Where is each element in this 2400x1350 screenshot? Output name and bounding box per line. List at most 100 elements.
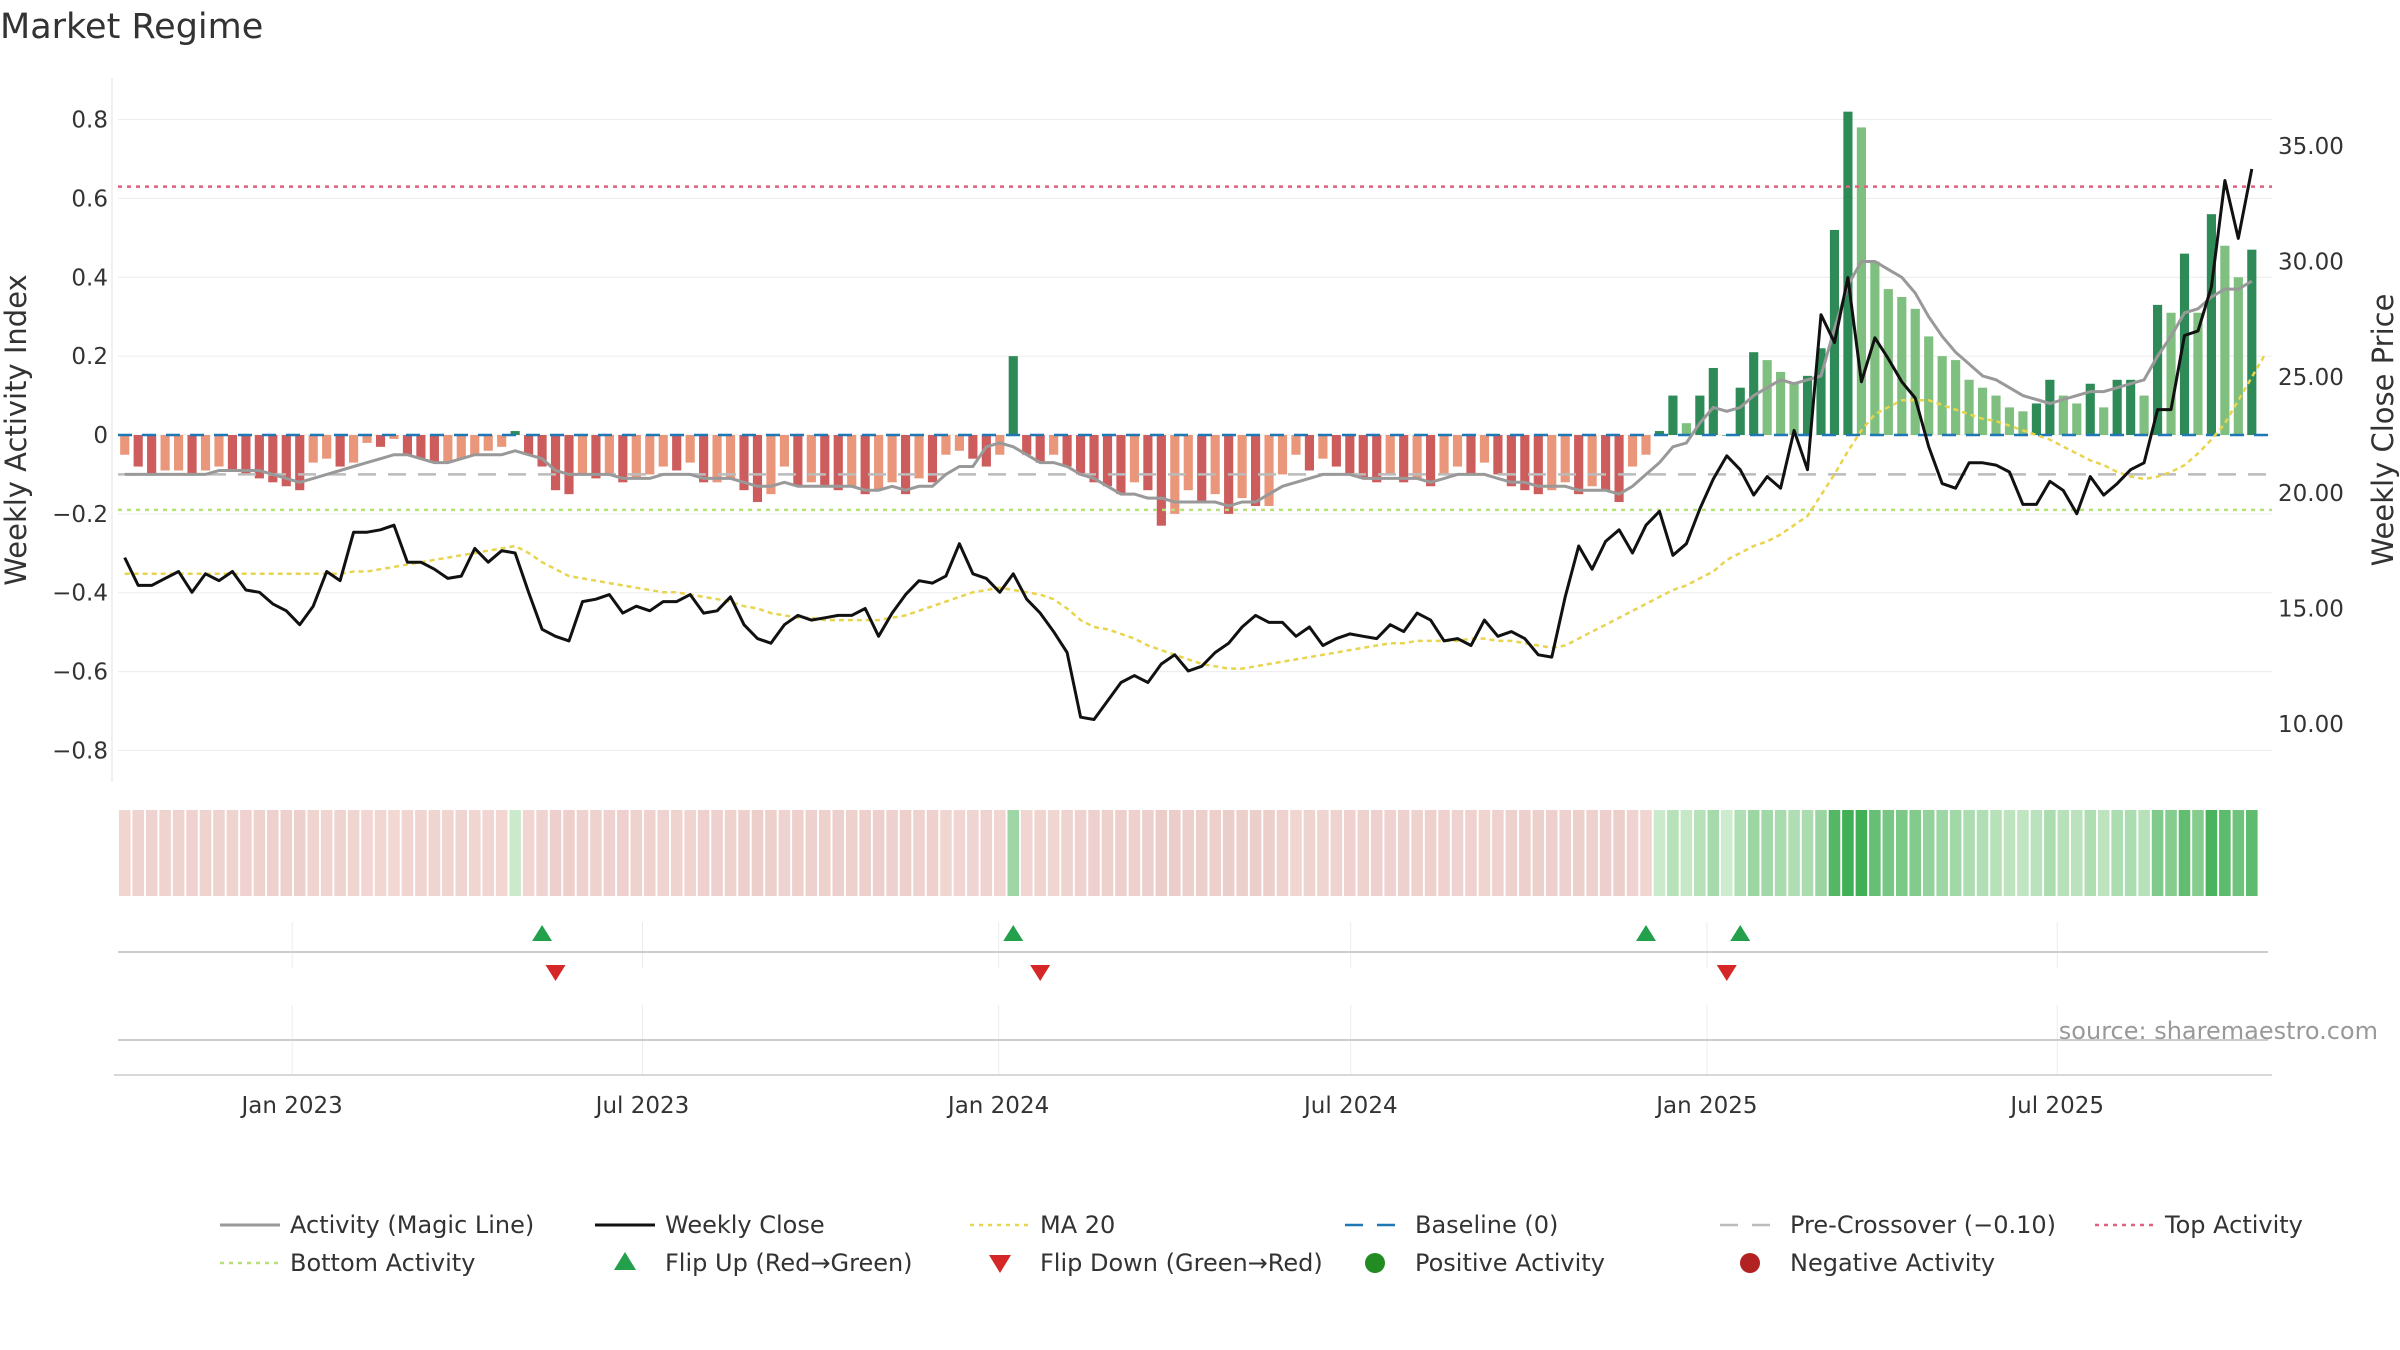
activity-bar [820,435,830,487]
legend-item[interactable]: Weekly Close [595,1211,825,1239]
regime-cell [1169,810,1181,896]
grid [118,119,2272,1075]
regime-cell [1936,810,1948,896]
regime-cell [818,810,831,896]
legend-swatch [614,1252,636,1270]
regime-cell [872,810,885,896]
regime-cell [617,810,629,896]
activity-bar [1452,435,1463,467]
legend-item[interactable]: Top Activity [2095,1211,2303,1239]
activity-bar [227,435,238,471]
activity-bar [577,435,588,475]
legend-item[interactable]: Bottom Activity [220,1249,475,1277]
legend-item[interactable]: Pre-Crossover (−0.10) [1720,1211,2056,1239]
regime-cell [994,810,1006,896]
regime-cell [778,810,791,896]
regime-cell [415,810,427,896]
regime-cell [1828,810,1841,896]
activity-bar [524,435,534,455]
regime-cell [2057,810,2070,896]
activity-bar [429,435,439,463]
flip-up-marker [1730,925,1751,941]
activity-bar [1506,435,1516,487]
activity-bar [752,435,763,503]
regime-cell [1344,810,1356,896]
regime-cell [724,810,737,896]
legend-item[interactable]: Flip Down (Green→Red) [989,1249,1323,1277]
x-axis: Jan 2023 Jul 2023 Jan 2024 Jul 2024 Jan 2025… [114,1039,2272,1119]
legend-item[interactable]: Activity (Magic Line) [220,1211,534,1239]
regime-cell [1855,810,1868,896]
activity-bar [1614,435,1624,503]
regime-cell [1478,810,1491,896]
activity-bar [1924,336,1934,435]
activity-bar [1143,435,1153,491]
regime-cell [913,810,925,896]
regime-cell [522,810,535,896]
regime-cell [1451,810,1464,896]
activity-bar [1331,435,1341,467]
activity-bar [483,435,493,451]
activity-bar [362,435,372,443]
regime-cell [1774,810,1787,896]
legend-label: Top Activity [2164,1211,2303,1239]
regime-cell [1761,810,1773,896]
activity-bar [2193,312,2203,435]
legend-label: Positive Activity [1415,1249,1605,1277]
legend-item[interactable]: Flip Up (Red→Green) [614,1249,913,1277]
activity-bar [1802,375,1813,435]
legend-item[interactable]: Positive Activity [1365,1249,1605,1277]
regime-cell [563,810,575,896]
regime-cell [1492,810,1504,896]
regime-cell [1680,810,1693,896]
regime-cell [267,810,279,896]
activity-bar [402,435,413,455]
activity-bar [1560,435,1570,483]
activity-bar [900,435,911,495]
activity-bar [2126,379,2136,435]
regime-cell [1101,810,1114,896]
activity-bar [1304,435,1315,471]
regime-cell [1559,810,1572,896]
activity-bar [497,435,507,447]
activity-bar [1587,435,1597,487]
activity-bar [1345,435,1355,475]
activity-bar [766,435,776,495]
activity-bar [860,435,870,495]
activity-bar [254,435,264,479]
legend-item[interactable]: Baseline (0) [1345,1211,1558,1239]
activity-bar [1762,360,1772,435]
activity-bar [1789,383,1799,435]
activity-bar [120,435,130,455]
legend-item[interactable]: MA 20 [970,1211,1115,1239]
regime-cell [1869,810,1881,896]
activity-bar [389,435,399,439]
flip-markers-panel [118,925,2268,981]
activity-bar [375,435,386,447]
activity-bar [1870,261,1880,435]
activity-bar [618,435,628,483]
regime-cell [657,810,670,896]
regime-cell [1034,810,1046,896]
activity-bar [685,435,695,463]
activity-bar [1089,435,1099,483]
x-tick-label: Jan 2025 [1654,1093,1757,1119]
regime-cell [2097,810,2110,896]
activity-bar [174,435,184,471]
regime-cell [132,810,144,896]
legend[interactable]: Activity (Magic Line) Weekly Close MA 20 Ba… [220,1211,2303,1277]
flip-down-marker [545,965,566,981]
legend-item[interactable]: Negative Activity [1740,1249,1995,1277]
activity-bar [1022,435,1032,455]
activity-bar [1977,387,1988,435]
legend-label: Baseline (0) [1415,1211,1558,1239]
regime-cell [1653,810,1666,896]
y-axis-label: Weekly Activity Index [0,274,33,585]
regime-cell [1357,810,1370,896]
regime-cell [442,810,454,896]
regime-cell [388,810,400,896]
legend-label: Weekly Close [665,1211,825,1239]
regime-cell [805,810,818,896]
activity-bar [2247,249,2257,435]
activity-bar [550,435,561,491]
